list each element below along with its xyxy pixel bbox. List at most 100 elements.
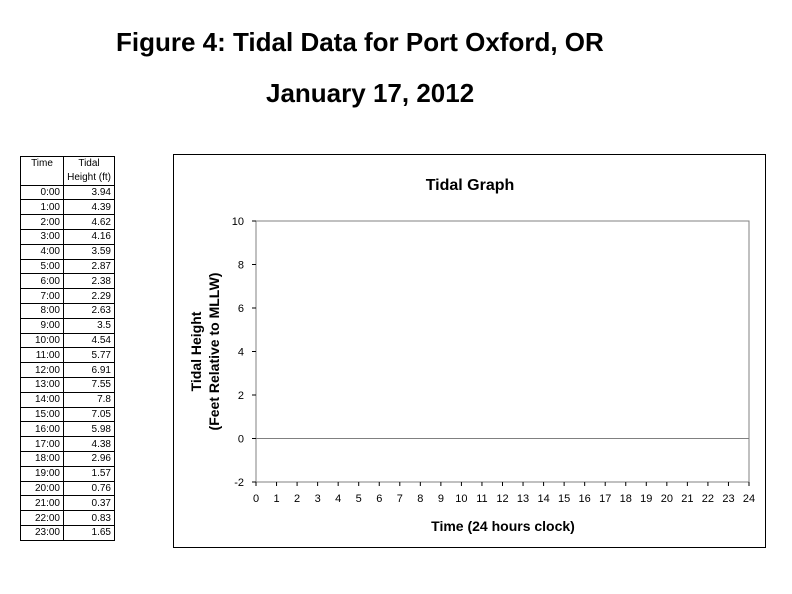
table-row: 18:00 2.96 xyxy=(20,450,115,467)
header-tidal: Tidal xyxy=(63,155,115,171)
table-row: 7:00 2.29 xyxy=(20,288,115,304)
y-tick-label: -2 xyxy=(234,477,244,489)
height-cell: 0.37 xyxy=(63,495,115,512)
height-cell: 4.62 xyxy=(63,214,115,230)
time-cell: 23:00 xyxy=(20,524,64,541)
time-cell: 0:00 xyxy=(20,184,64,201)
y-axis-label: Tidal Height (Feet Relative to MLLW) xyxy=(188,273,222,431)
height-cell: 5.77 xyxy=(63,347,115,364)
x-tick-label: 8 xyxy=(417,493,423,505)
height-cell: 4.54 xyxy=(63,332,115,349)
height-cell: 7.55 xyxy=(63,376,115,393)
y-tick-label: 8 xyxy=(238,260,244,272)
table-row: 19:00 1.57 xyxy=(20,465,115,482)
x-tick-label: 1 xyxy=(273,493,279,505)
plot-border xyxy=(255,220,750,483)
table-row: 20:00 0.76 xyxy=(20,480,115,497)
y-axis-label-line2: (Feet Relative to MLLW) xyxy=(206,273,222,431)
x-tick-label: 15 xyxy=(558,493,570,505)
time-cell: 11:00 xyxy=(20,347,64,364)
height-cell: 6.91 xyxy=(63,362,115,378)
x-tick-label: 4 xyxy=(335,493,341,505)
table-row: 22:00 0.83 xyxy=(20,510,115,526)
x-tick-label: 3 xyxy=(315,493,321,505)
table-row: 8:00 2.63 xyxy=(20,302,115,319)
x-tick-label: 10 xyxy=(455,493,467,505)
x-tick-label: 0 xyxy=(253,493,259,505)
time-cell: 19:00 xyxy=(20,465,64,482)
time-cell: 14:00 xyxy=(20,391,64,408)
height-cell: 2.96 xyxy=(63,450,115,467)
header-time: Time xyxy=(20,155,64,171)
time-cell: 13:00 xyxy=(20,376,64,393)
x-tick-label: 24 xyxy=(743,493,755,505)
height-cell: 7.05 xyxy=(63,406,115,423)
x-tick-label: 22 xyxy=(702,493,714,505)
chart-frame: Tidal Graph Tidal Height (Feet Relative … xyxy=(173,154,766,548)
y-axis-label-line1: Tidal Height xyxy=(188,311,204,391)
header-height: Height (ft) xyxy=(63,170,115,186)
tidal-graph: Tidal Graph Tidal Height (Feet Relative … xyxy=(188,177,755,534)
time-cell: 3:00 xyxy=(20,228,64,245)
y-tick-label: 10 xyxy=(232,216,244,228)
time-cell: 18:00 xyxy=(20,450,64,467)
time-cell: 15:00 xyxy=(20,406,64,423)
height-cell: 3.94 xyxy=(63,184,115,201)
time-cell: 17:00 xyxy=(20,436,64,452)
table-row: 5:00 2.87 xyxy=(20,258,115,275)
y-tick-label: 6 xyxy=(238,303,244,315)
y-tick-label: 4 xyxy=(238,347,244,359)
table-row: 16:00 5.98 xyxy=(20,421,115,438)
height-cell: 4.16 xyxy=(63,228,115,245)
time-cell: 7:00 xyxy=(20,288,64,304)
height-cell: 2.87 xyxy=(63,258,115,275)
table-row: 11:00 5.77 xyxy=(20,347,115,364)
table-row: 23:00 1.65 xyxy=(20,524,115,541)
time-cell: 16:00 xyxy=(20,421,64,438)
height-cell: 4.39 xyxy=(63,199,115,216)
x-tick-label: 19 xyxy=(640,493,652,505)
height-cell: 2.29 xyxy=(63,288,115,304)
time-cell: 12:00 xyxy=(20,362,64,378)
table-row: 14:00 7.8 xyxy=(20,391,115,408)
x-tick-label: 16 xyxy=(579,493,591,505)
height-cell: 2.63 xyxy=(63,302,115,319)
time-cell: 10:00 xyxy=(20,332,64,349)
table-row: 2:00 4.62 xyxy=(20,214,115,230)
time-cell: 8:00 xyxy=(20,302,64,319)
y-tick-label: 2 xyxy=(238,390,244,402)
x-tick-label: 7 xyxy=(397,493,403,505)
table-row: 15:00 7.05 xyxy=(20,406,115,423)
x-tick-label: 2 xyxy=(294,493,300,505)
time-cell: 6:00 xyxy=(20,273,64,290)
table-row: 12:00 6.91 xyxy=(20,362,115,378)
table-row: 13:00 7.55 xyxy=(20,376,115,393)
x-tick-label: 11 xyxy=(476,493,487,505)
chart-title: Tidal Graph xyxy=(426,177,515,194)
table-row: 0:00 3.94 xyxy=(20,184,115,201)
x-tick-label: 17 xyxy=(599,493,611,505)
x-tick-label: 5 xyxy=(356,493,362,505)
time-cell: 20:00 xyxy=(20,480,64,497)
height-cell: 0.83 xyxy=(63,510,115,526)
height-cell: 1.65 xyxy=(63,524,115,541)
table-row: 3:00 4.16 xyxy=(20,228,115,245)
x-tick-label: 14 xyxy=(537,493,549,505)
table-row: 1:00 4.39 xyxy=(20,199,115,216)
x-tick-label: 12 xyxy=(496,493,508,505)
x-axis-label: Time (24 hours clock) xyxy=(431,518,575,534)
table-body: 0:00 3.94 1:00 4.39 2:00 4.62 3:00 4.16 4:00 3.59… xyxy=(20,184,115,541)
x-tick-label: 18 xyxy=(620,493,632,505)
figure-title: Figure 4: Tidal Data for Port Oxford, OR xyxy=(116,27,604,57)
x-tick-label: 21 xyxy=(681,493,693,505)
header-time-blank xyxy=(20,170,64,186)
table-row: 17:00 4.38 xyxy=(20,436,115,452)
x-tick-label: 20 xyxy=(661,493,673,505)
time-cell: 2:00 xyxy=(20,214,64,230)
time-cell: 21:00 xyxy=(20,495,64,512)
figure-date: January 17, 2012 xyxy=(266,78,475,108)
time-cell: 1:00 xyxy=(20,199,64,216)
table-row: 10:00 4.54 xyxy=(20,332,115,349)
table-row: 9:00 3.5 xyxy=(20,317,115,334)
